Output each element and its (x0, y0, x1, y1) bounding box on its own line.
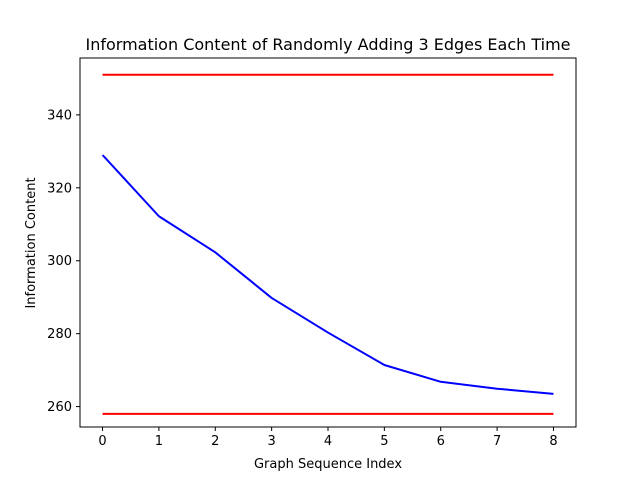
y-tick-label-320: 320 (47, 181, 72, 196)
y-axis-label: Information Content (24, 177, 39, 308)
y-tick-label-260: 260 (47, 400, 72, 415)
series-line-0 (101, 154, 554, 395)
x-tick-label-8: 8 (549, 434, 557, 449)
x-tick-label-5: 5 (380, 434, 388, 449)
x-tick-label-6: 6 (437, 434, 445, 449)
x-tick-label-0: 0 (98, 434, 106, 449)
plot-area: 0 1 2 3 4 5 6 7 8 260 280 300 320 340 (47, 57, 577, 449)
y-tick-label-300: 300 (47, 254, 72, 269)
x-tick-label-3: 3 (267, 434, 275, 449)
x-axis-label: Graph Sequence Index (254, 457, 402, 472)
x-tick-label-4: 4 (324, 434, 332, 449)
x-tick-label-1: 1 (155, 434, 163, 449)
x-tick-label-2: 2 (211, 434, 219, 449)
x-tick-label-7: 7 (493, 434, 501, 449)
y-tick-label-280: 280 (47, 327, 72, 342)
chart-title: Information Content of Randomly Adding 3… (85, 35, 570, 54)
y-tick-label-340: 340 (47, 108, 72, 123)
